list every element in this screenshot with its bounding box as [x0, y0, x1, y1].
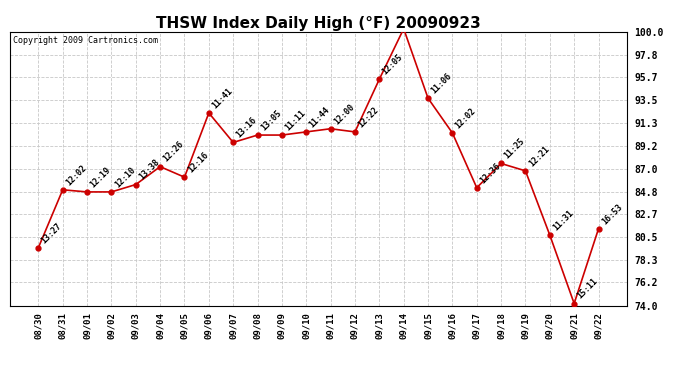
Text: 12:00: 12:00 [332, 102, 356, 126]
Text: 12:10: 12:10 [112, 165, 137, 189]
Text: 11:41: 11:41 [210, 86, 235, 110]
Text: 12:02: 12:02 [454, 106, 477, 130]
Text: 13:05: 13:05 [259, 108, 283, 132]
Text: 11:06: 11:06 [429, 71, 453, 95]
Text: 16:53: 16:53 [600, 202, 624, 226]
Text: 12:02: 12:02 [64, 163, 88, 187]
Text: 12:36: 12:36 [478, 161, 502, 185]
Text: 12:26: 12:26 [161, 140, 186, 164]
Text: Copyright 2009 Cartronics.com: Copyright 2009 Cartronics.com [13, 36, 159, 45]
Text: 12:16: 12:16 [186, 150, 210, 174]
Text: 11:11: 11:11 [284, 108, 307, 132]
Text: 12:19: 12:19 [88, 165, 112, 189]
Text: 11:53: 11:53 [0, 374, 1, 375]
Text: 13:38: 13:38 [137, 158, 161, 182]
Text: 13:16: 13:16 [235, 116, 259, 140]
Title: THSW Index Daily High (°F) 20090923: THSW Index Daily High (°F) 20090923 [156, 16, 481, 31]
Text: 12:05: 12:05 [381, 53, 405, 76]
Text: 11:44: 11:44 [308, 105, 332, 129]
Text: 12:21: 12:21 [527, 144, 551, 168]
Text: 12:22: 12:22 [356, 105, 380, 129]
Text: 11:25: 11:25 [502, 136, 526, 161]
Text: 15:11: 15:11 [575, 277, 600, 301]
Text: 13:27: 13:27 [40, 221, 63, 245]
Text: 11:31: 11:31 [551, 208, 575, 232]
